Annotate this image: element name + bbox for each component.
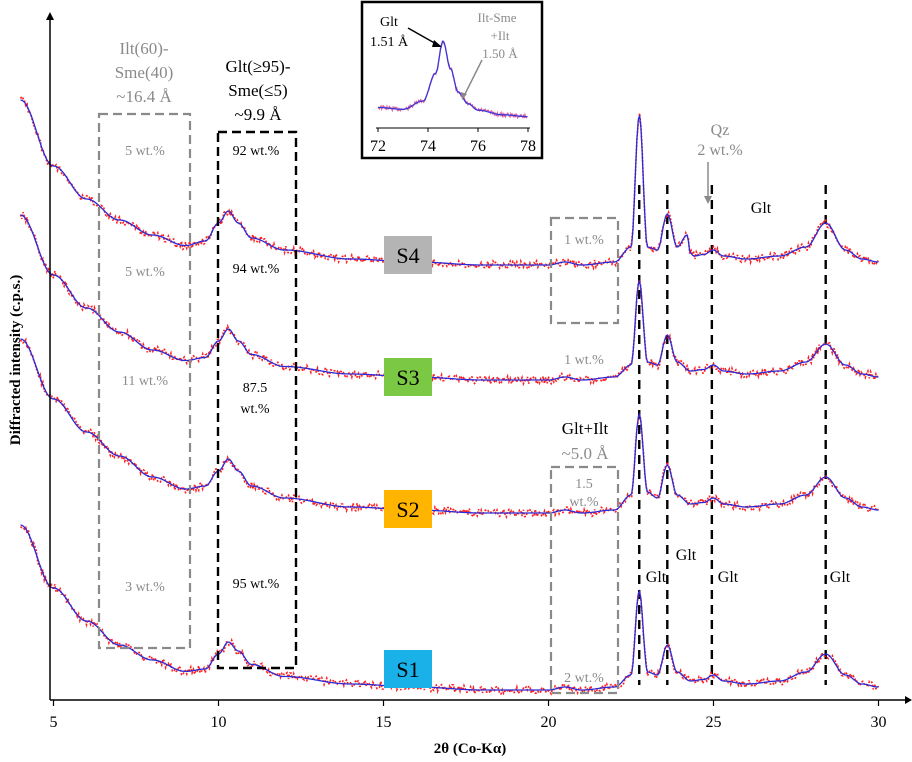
s1-right-wt: 2 wt.% <box>564 671 604 686</box>
glt-label-s4: Glt <box>751 200 772 217</box>
badge-s3: S3 <box>384 358 432 396</box>
s1-left-wt: 3 wt.% <box>125 580 165 595</box>
inset-calculated <box>378 40 528 118</box>
inset-ilt-label-3: 1.50 Å <box>482 46 518 61</box>
s2-left-wt: 11 wt.% <box>122 374 168 389</box>
series-S2-calculated <box>20 338 879 514</box>
badge-s2: S2 <box>384 490 432 528</box>
qz-arrowhead <box>704 196 712 204</box>
inset-ilt-label-2: +Ilt <box>491 28 510 43</box>
badge-s4: S4 <box>384 236 432 274</box>
plot-area <box>19 95 880 697</box>
badge-s2-box <box>384 490 432 528</box>
badge-s4-box <box>384 236 432 274</box>
badge-s2-label: S2 <box>396 497 419 522</box>
right-box-label-1: Glt+Ilt <box>562 419 609 438</box>
s3-left-wt: 5 wt.% <box>125 265 165 280</box>
s2-black-wt-1: 87.5 <box>243 381 268 396</box>
inset-ilt-arrowhead <box>461 92 467 100</box>
right-box-label-2: ~5.0 Å <box>562 444 610 463</box>
inset-glt-arrowhead <box>432 40 442 47</box>
s3-black-wt: 94 wt.% <box>233 262 280 277</box>
qz-label-1: Qz <box>711 122 730 139</box>
inset-ilt-label-1: Ilt-Sme <box>478 10 517 25</box>
series-S2-observed <box>19 337 880 520</box>
x-axis-arrow <box>905 696 912 704</box>
glt-label-4: Glt <box>830 569 851 586</box>
badge-s1: S1 <box>384 650 432 688</box>
black-box-label-2: Sme(≤5) <box>228 81 287 100</box>
glt-label-2: Glt <box>676 547 697 564</box>
inset-ticks: 72 74 76 78 <box>370 128 536 155</box>
grey-box-glt-ilt-upper <box>549 216 620 325</box>
x-axis-label: 2θ (Co-Kα) <box>434 741 506 757</box>
series-S4-observed <box>19 95 879 271</box>
grey-box-label-1: Ilt(60)- <box>119 39 168 58</box>
x-tick-label: 5 <box>50 714 58 731</box>
s4-right-wt: 1 wt.% <box>564 233 604 248</box>
badge-s3-box <box>384 358 432 396</box>
grey-box-label-2: Sme(40) <box>115 63 174 82</box>
s1-black-wt: 95 wt.% <box>233 577 280 592</box>
inset-glt-label-1: Glt <box>380 15 398 30</box>
inset-tick-label: 78 <box>520 138 536 155</box>
s4-left-wt: 5 wt.% <box>125 144 165 159</box>
inset-ilt-arrow <box>463 59 483 97</box>
badge-s1-box <box>384 650 432 688</box>
glt-label-1: Glt <box>646 569 667 586</box>
inset-plot <box>377 39 528 120</box>
badge-s3-label: S3 <box>396 365 419 390</box>
series-S3-observed <box>19 211 879 387</box>
inset-frame <box>360 0 544 160</box>
series-S4-calculated <box>20 99 879 266</box>
badge-s4-label: S4 <box>396 243 419 268</box>
s3-right-wt: 1 wt.% <box>564 353 604 368</box>
x-tick-label: 15 <box>376 714 392 731</box>
x-tick-label: 30 <box>871 714 887 731</box>
inset-tick-label: 76 <box>470 138 486 155</box>
s2-right-wt-1: 1.5 <box>575 477 593 492</box>
series-S3-calculated <box>20 214 879 381</box>
x-tick-label: 10 <box>211 714 227 731</box>
y-axis-arrow <box>46 12 54 20</box>
series-S1-observed <box>20 525 880 697</box>
qz-label-2: 2 wt.% <box>697 142 742 159</box>
series-S1-calculated <box>20 524 879 691</box>
inset-tick-label: 74 <box>420 138 436 155</box>
x-tick-label: 20 <box>541 714 557 731</box>
black-box-label-3: ~9.9 Å <box>235 105 283 124</box>
x-tick-label: 25 <box>706 714 722 731</box>
badge-s1-label: S1 <box>396 657 419 682</box>
inset-glt-arrow <box>407 27 439 46</box>
glt-label-3: Glt <box>718 569 739 586</box>
inset: 72 74 76 78 Glt 1.51 Å Ilt-Sme +Ilt 1.50 Å <box>360 0 544 160</box>
x-ticks: 5 10 15 20 25 30 <box>50 700 887 731</box>
grey-box-glt-ilt-lower <box>549 465 620 695</box>
grey-box-label-3: ~16.4 Å <box>116 87 172 106</box>
black-box-label-1: Glt(≥95)- <box>225 57 290 76</box>
inset-tick-label: 72 <box>370 138 386 155</box>
s4-black-wt: 92 wt.% <box>233 144 280 159</box>
inset-glt-label-2: 1.51 Å <box>370 34 409 50</box>
s2-right-wt-2: wt.% <box>569 495 599 510</box>
y-axis-label: Diffracted intensity (c.p.s.) <box>8 275 24 445</box>
grey-box-ilt-sme <box>97 112 192 650</box>
s2-black-wt-2: wt.% <box>240 402 270 417</box>
black-box-glt-sme <box>216 130 298 670</box>
